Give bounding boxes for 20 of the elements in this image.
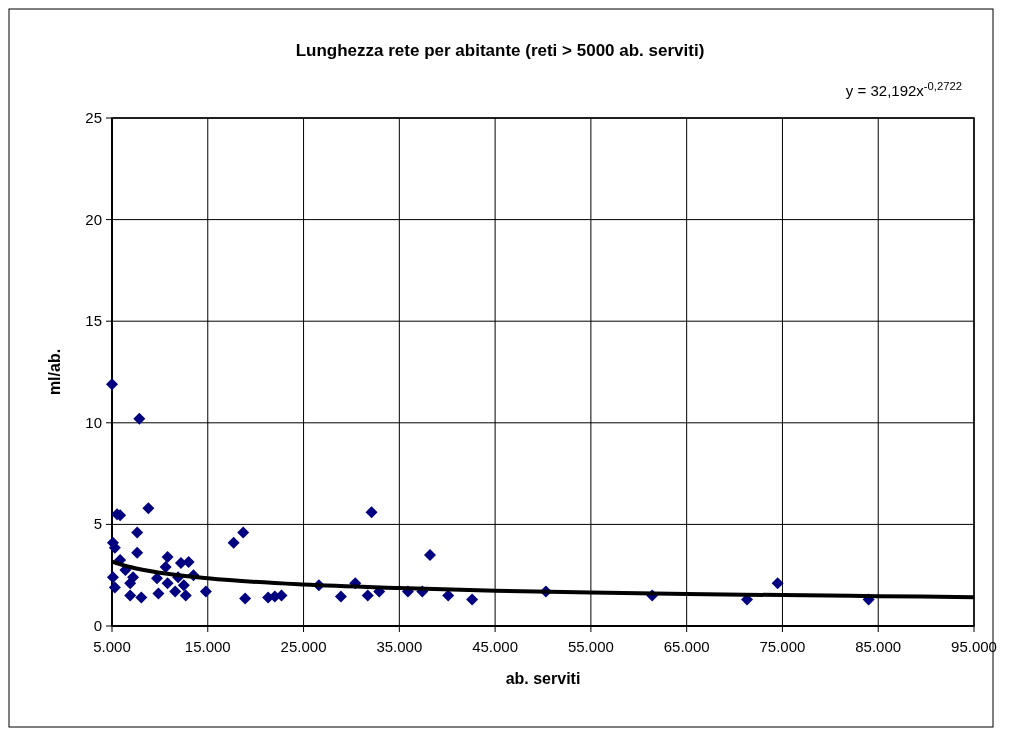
y-tick-label: 20 xyxy=(85,210,102,228)
x-axis-title: ab. serviti xyxy=(505,670,581,687)
y-axis-title: ml/ab. xyxy=(46,348,63,396)
text: y = 32,192x$^{-0,2722}$ xyxy=(845,80,962,99)
x-tick-label: 95.000 xyxy=(951,638,997,655)
x-tick-label: 85.000 xyxy=(855,638,902,655)
x-tick-label: 25.000 xyxy=(280,638,327,655)
y-tick-label: 15 xyxy=(85,312,102,330)
x-tick-label: 55.000 xyxy=(567,638,614,655)
y-tick-label: 5 xyxy=(93,515,102,533)
y-tick-label: 0 xyxy=(93,617,102,634)
chart-title: Lunghezza rete per abitante (reti > 5000 ab. serviti) xyxy=(295,41,705,60)
x-tick-label: 65.000 xyxy=(663,638,710,655)
x-tick-label: 5.000 xyxy=(93,638,131,655)
y-tick-label: 25 xyxy=(85,109,102,126)
y-tick-label: 10 xyxy=(85,413,102,431)
x-tick-label: 75.000 xyxy=(759,638,806,655)
x-tick-label: 35.000 xyxy=(376,638,423,655)
x-tick-label: 15.000 xyxy=(184,638,231,655)
x-tick-label: 45.000 xyxy=(472,638,519,655)
